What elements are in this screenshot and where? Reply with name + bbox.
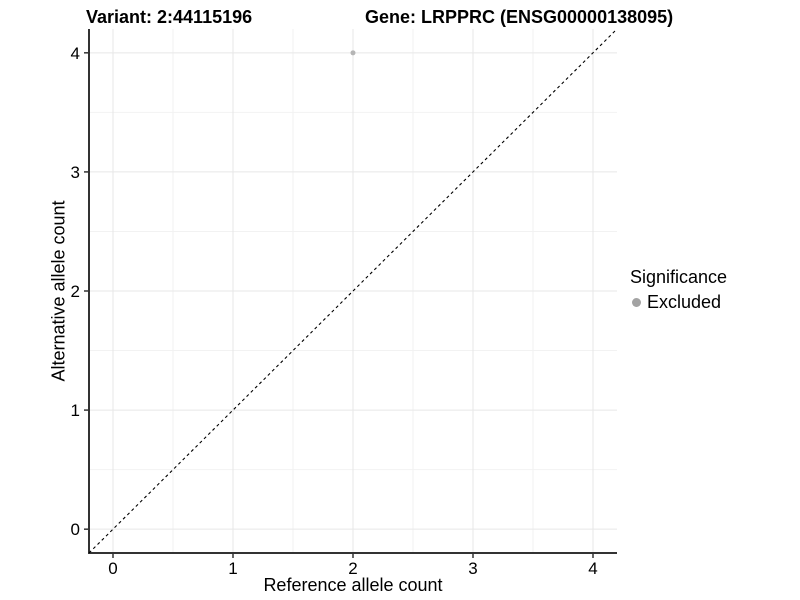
legend-title: Significance <box>630 267 728 287</box>
y-tick-label: 4 <box>71 44 80 63</box>
data-point <box>350 50 356 56</box>
y-tick-label: 1 <box>71 401 80 420</box>
plot-title-variant: Variant: 2:44115196 <box>86 7 253 27</box>
x-tick-label: 0 <box>108 559 117 578</box>
x-axis-title: Reference allele count <box>263 575 443 595</box>
plot-title-gene: Gene: LRPPRC (ENSG00000138095) <box>365 7 674 27</box>
x-tick-label: 4 <box>588 559 597 578</box>
legend: Significance Excluded <box>630 267 727 313</box>
x-tick-label: 1 <box>228 559 237 578</box>
identity-line <box>88 28 618 554</box>
y-axis-title: Alternative allele count <box>48 200 69 382</box>
y-tick-label: 0 <box>71 520 80 539</box>
legend-point-icon <box>632 298 641 307</box>
legend-item-excluded: Excluded <box>630 292 727 313</box>
x-tick-label: 3 <box>468 559 477 578</box>
y-tick-label: 2 <box>71 282 80 301</box>
y-tick-label: 3 <box>71 163 80 182</box>
legend-label: Excluded <box>647 292 722 312</box>
x-tick-label: 2 <box>348 559 357 578</box>
